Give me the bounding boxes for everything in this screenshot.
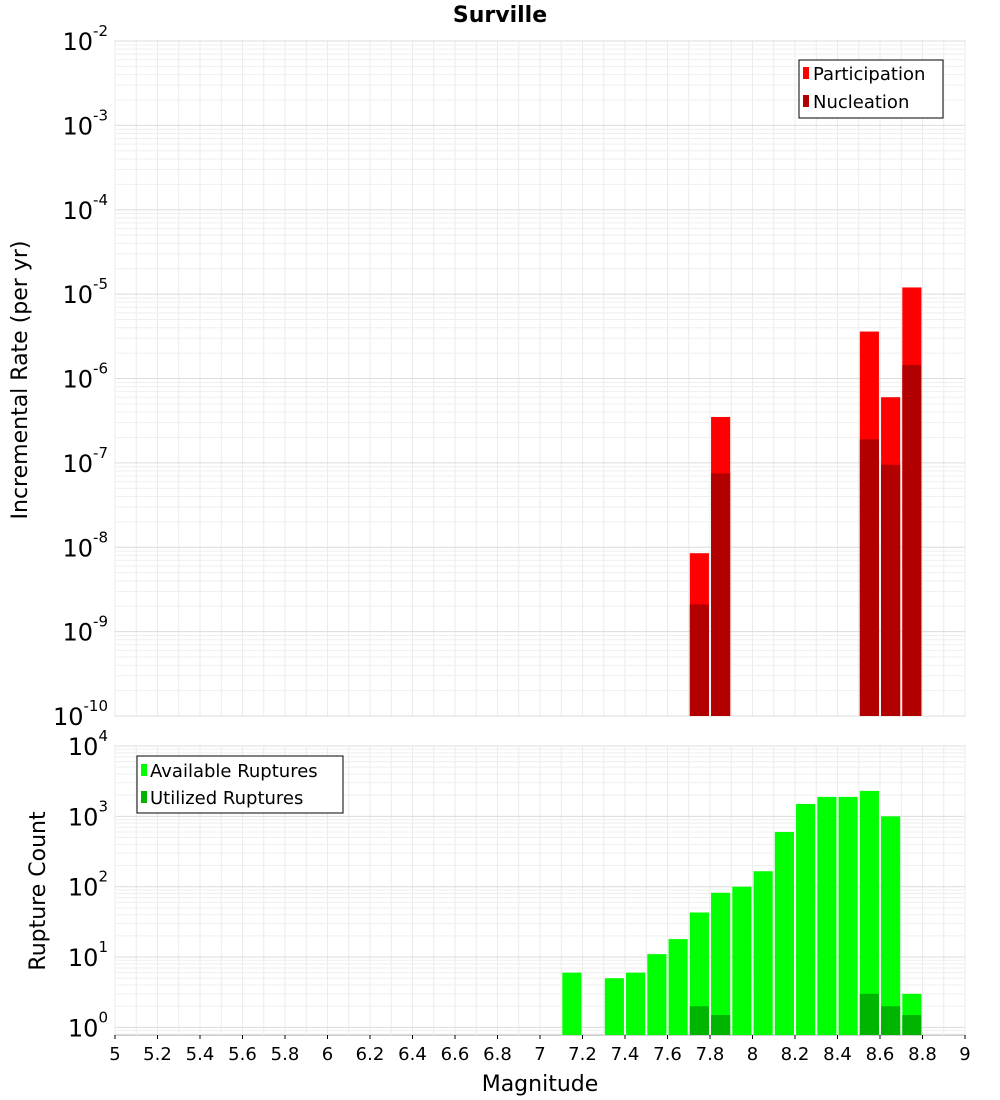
bar-available-ruptures xyxy=(796,803,816,1035)
count-panel: 104 103 102 101 100 5 5.2 5.4 5.6 5.8 6 6.2 6.4 6.6 6… xyxy=(26,727,971,1097)
y-tick-label: 10-3 xyxy=(62,106,108,140)
x-tick-label: 7.2 xyxy=(568,1044,597,1065)
y-tick-label: 10-10 xyxy=(53,697,108,731)
bar-available-ruptures xyxy=(562,972,582,1035)
bar-utilized-ruptures xyxy=(711,1015,731,1035)
rate-y-axis-title: Incremental Rate (per yr) xyxy=(8,241,33,520)
bar-utilized-ruptures xyxy=(689,1006,709,1035)
rate-bars xyxy=(689,287,922,716)
x-tick-label: 8.6 xyxy=(866,1044,895,1065)
chart-title: Surville xyxy=(453,3,547,28)
x-tick-label: 8.8 xyxy=(908,1044,937,1065)
count-y-axis-title: Rupture Count xyxy=(26,811,51,971)
legend-label-participation: Participation xyxy=(813,64,925,85)
bar-available-ruptures xyxy=(626,972,646,1035)
rate-panel: 10-2 10-3 10-4 10-5 10-6 10-7 10-8 10-9 10-10 In… xyxy=(8,22,966,731)
x-tick-label: 6.2 xyxy=(356,1044,385,1065)
bar-available-ruptures xyxy=(604,978,624,1035)
legend-label-utilized: Utilized Ruptures xyxy=(150,788,303,809)
legend-swatch-participation xyxy=(803,67,809,79)
y-tick-label: 10-4 xyxy=(62,191,108,225)
bar-available-ruptures xyxy=(732,886,752,1035)
bar-available-ruptures xyxy=(838,796,858,1035)
x-tick-label: 7.6 xyxy=(653,1044,682,1065)
x-tick-label: 7.4 xyxy=(611,1044,640,1065)
y-tick-label: 10-5 xyxy=(62,275,108,309)
legend-label-nucleation: Nucleation xyxy=(813,92,909,113)
bar-utilized-ruptures xyxy=(881,1006,901,1035)
bar-nucleation xyxy=(859,439,879,716)
rate-grid xyxy=(114,40,966,717)
y-tick-label: 104 xyxy=(68,727,108,761)
count-legend: Available Ruptures Utilized Ruptures xyxy=(136,755,344,814)
legend-swatch-utilized xyxy=(141,791,147,803)
legend-swatch-available xyxy=(141,764,147,776)
bar-nucleation xyxy=(902,364,922,716)
y-tick-label: 10-8 xyxy=(62,528,108,562)
x-tick-label: 6 xyxy=(322,1044,333,1065)
magnitude-x-ticks: 5 5.2 5.4 5.6 5.8 6 6.2 6.4 6.6 6.8 7 7.2 7.4 7.6 7.8 8… xyxy=(109,1035,971,1065)
y-tick-label: 103 xyxy=(68,797,108,831)
rate-legend-box xyxy=(798,59,944,119)
y-tick-label: 100 xyxy=(68,1008,108,1042)
y-tick-label: 10-9 xyxy=(62,613,108,647)
count-legend-box xyxy=(136,755,344,814)
bar-available-ruptures xyxy=(881,816,901,1035)
x-tick-label: 6.8 xyxy=(483,1044,512,1065)
bar-available-ruptures xyxy=(859,790,879,1035)
bar-nucleation xyxy=(881,464,901,716)
x-tick-label: 9 xyxy=(959,1044,970,1065)
x-axis-title: Magnitude xyxy=(482,1072,599,1097)
y-tick-label: 10-6 xyxy=(62,360,108,394)
x-tick-label: 8 xyxy=(747,1044,758,1065)
x-tick-label: 6.6 xyxy=(441,1044,470,1065)
rate-legend: Participation Nucleation xyxy=(798,59,944,119)
bar-utilized-ruptures xyxy=(902,1015,922,1035)
x-tick-label: 5.6 xyxy=(228,1044,257,1065)
bar-available-ruptures xyxy=(689,912,709,1035)
x-tick-label: 6.4 xyxy=(398,1044,427,1065)
x-tick-label: 5.2 xyxy=(143,1044,172,1065)
x-tick-label: 5.4 xyxy=(186,1044,215,1065)
bar-available-ruptures xyxy=(817,796,837,1035)
count-y-ticks: 104 103 102 101 100 xyxy=(68,727,108,1042)
y-tick-label: 10-7 xyxy=(62,444,108,478)
bar-nucleation xyxy=(689,604,709,716)
bar-nucleation xyxy=(711,473,731,716)
x-tick-label: 5 xyxy=(109,1044,120,1065)
x-tick-label: 8.2 xyxy=(781,1044,810,1065)
y-tick-label: 102 xyxy=(68,868,108,902)
legend-label-available: Available Ruptures xyxy=(150,761,318,782)
x-tick-label: 7.8 xyxy=(696,1044,725,1065)
bar-available-ruptures xyxy=(753,871,773,1035)
bar-available-ruptures xyxy=(711,892,731,1035)
y-tick-label: 10-2 xyxy=(62,22,108,56)
bar-available-ruptures xyxy=(774,831,794,1035)
bar-utilized-ruptures xyxy=(859,993,879,1035)
y-tick-label: 101 xyxy=(68,938,108,972)
x-tick-label: 8.4 xyxy=(823,1044,852,1065)
legend-swatch-nucleation xyxy=(803,95,809,107)
x-tick-label: 7 xyxy=(534,1044,545,1065)
x-tick-label: 5.8 xyxy=(271,1044,300,1065)
bar-available-ruptures xyxy=(668,939,688,1035)
bar-available-ruptures xyxy=(647,954,667,1035)
rate-y-ticks: 10-2 10-3 10-4 10-5 10-6 10-7 10-8 10-9 10-10 xyxy=(53,22,108,731)
count-bars xyxy=(562,790,922,1035)
